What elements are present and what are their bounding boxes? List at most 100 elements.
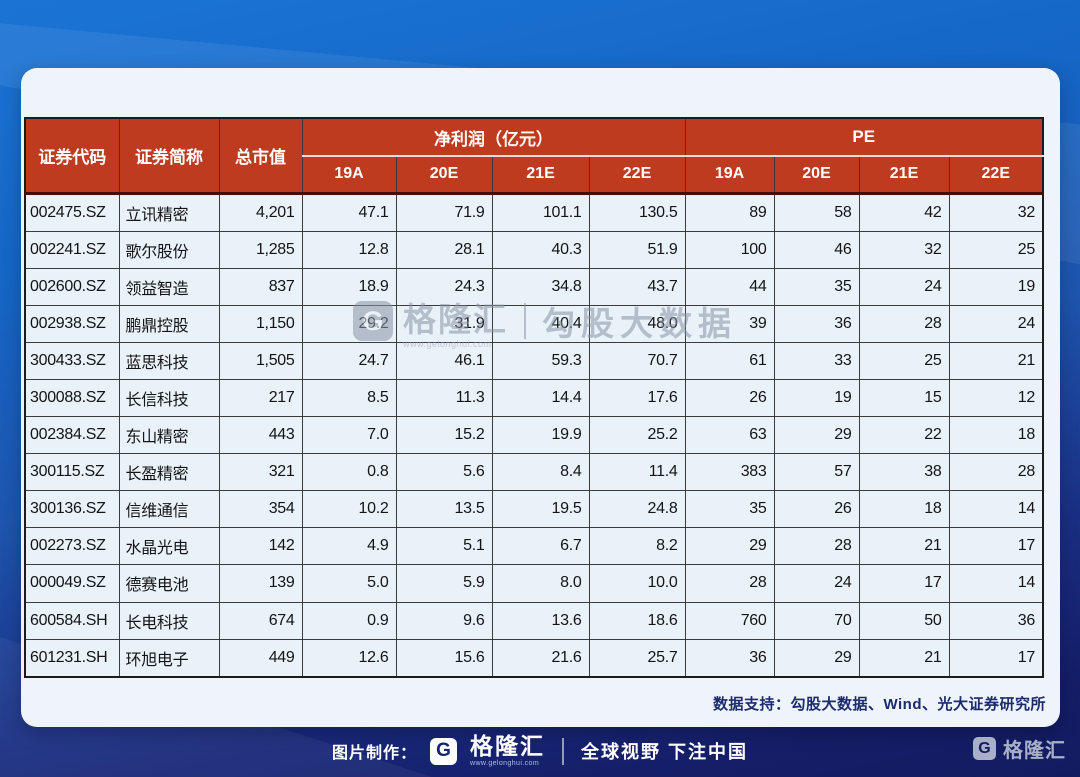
pe-cell: 383 xyxy=(684,453,775,492)
net-profit-cell: 15.6 xyxy=(395,638,493,678)
net-profit-cell: 31.9 xyxy=(395,305,493,344)
header-np-22e: 22E xyxy=(588,155,686,194)
net-profit-cell: 18.9 xyxy=(301,268,397,307)
net-profit-cell: 14.4 xyxy=(491,379,590,418)
market-cap-cell: 142 xyxy=(218,527,303,566)
pe-cell: 25 xyxy=(858,342,950,381)
corner-brand: 格隆汇 xyxy=(1003,740,1066,762)
pe-cell: 58 xyxy=(773,192,860,233)
net-profit-cell: 24.8 xyxy=(588,490,686,529)
market-cap-cell: 139 xyxy=(218,564,303,603)
stock-code-cell: 601231.SH xyxy=(24,638,120,678)
table-row: 002475.SZ 立讯精密 4,201 47.1 71.9 101.1 130.5 89 58… xyxy=(24,192,1044,233)
pe-cell: 15 xyxy=(858,379,950,418)
pe-cell: 17 xyxy=(948,527,1044,566)
net-profit-cell: 19.5 xyxy=(491,490,590,529)
header-np-20e: 20E xyxy=(395,155,493,194)
table-row: 600584.SH 长电科技 674 0.9 9.6 13.6 18.6 760 70 50 36 xyxy=(24,601,1044,640)
net-profit-cell: 11.3 xyxy=(395,379,493,418)
stock-name-cell: 东山精密 xyxy=(118,416,220,455)
pe-cell: 36 xyxy=(773,305,860,344)
net-profit-cell: 25.2 xyxy=(588,416,686,455)
net-profit-cell: 46.1 xyxy=(395,342,493,381)
header-market-cap: 总市值 xyxy=(218,117,303,194)
header-np-19a: 19A xyxy=(301,155,397,194)
net-profit-cell: 71.9 xyxy=(395,192,493,233)
table-row: 300115.SZ 长盈精密 321 0.8 5.6 8.4 11.4 383 57 38 28 xyxy=(24,453,1044,492)
header-pe-22e: 22E xyxy=(948,155,1044,194)
stock-code-cell: 300433.SZ xyxy=(24,342,120,381)
net-profit-cell: 7.0 xyxy=(301,416,397,455)
net-profit-cell: 10.2 xyxy=(301,490,397,529)
pe-cell: 100 xyxy=(684,231,775,270)
pe-cell: 21 xyxy=(858,638,950,678)
net-profit-cell: 12.6 xyxy=(301,638,397,678)
stock-name-cell: 德赛电池 xyxy=(118,564,220,603)
net-profit-cell: 29.2 xyxy=(301,305,397,344)
net-profit-cell: 40.3 xyxy=(491,231,590,270)
market-cap-cell: 4,201 xyxy=(218,192,303,233)
net-profit-cell: 4.9 xyxy=(301,527,397,566)
pe-cell: 46 xyxy=(773,231,860,270)
market-cap-cell: 217 xyxy=(218,379,303,418)
stock-data-table: 证券代码 证券简称 总市值 净利润（亿元） PE 19A 20E 21E 22E… xyxy=(24,117,1044,678)
stock-code-cell: 000049.SZ xyxy=(24,564,120,603)
bottom-bar: 图片制作： G 格隆汇 www.gelonghui.com 全球视野 下注中国 xyxy=(0,733,1080,768)
net-profit-cell: 70.7 xyxy=(588,342,686,381)
table-body: 002475.SZ 立讯精密 4,201 47.1 71.9 101.1 130.5 89 58… xyxy=(24,192,1044,678)
market-cap-cell: 1,150 xyxy=(218,305,303,344)
net-profit-cell: 17.6 xyxy=(588,379,686,418)
table-card: 证券代码 证券简称 总市值 净利润（亿元） PE 19A 20E 21E 22E… xyxy=(21,68,1060,727)
stock-code-cell: 002241.SZ xyxy=(24,231,120,270)
net-profit-cell: 6.7 xyxy=(491,527,590,566)
stock-name-cell: 长信科技 xyxy=(118,379,220,418)
net-profit-cell: 130.5 xyxy=(588,192,686,233)
header-net-profit-group: 净利润（亿元） xyxy=(301,117,686,157)
header-pe-21e: 21E xyxy=(858,155,950,194)
net-profit-cell: 101.1 xyxy=(491,192,590,233)
stock-code-cell: 002475.SZ xyxy=(24,192,120,233)
pe-cell: 14 xyxy=(948,564,1044,603)
net-profit-cell: 34.8 xyxy=(491,268,590,307)
pe-cell: 35 xyxy=(773,268,860,307)
table-row: 002600.SZ 领益智造 837 18.9 24.3 34.8 43.7 44 35 24 19 xyxy=(24,268,1044,307)
net-profit-cell: 5.9 xyxy=(395,564,493,603)
bottom-bar-slogan: 全球视野 下注中国 xyxy=(581,742,749,762)
net-profit-cell: 5.1 xyxy=(395,527,493,566)
pe-cell: 21 xyxy=(948,342,1044,381)
net-profit-cell: 0.8 xyxy=(301,453,397,492)
pe-cell: 12 xyxy=(948,379,1044,418)
pe-cell: 24 xyxy=(858,268,950,307)
pe-cell: 18 xyxy=(948,416,1044,455)
stock-code-cell: 002384.SZ xyxy=(24,416,120,455)
pe-cell: 21 xyxy=(858,527,950,566)
table-row: 002273.SZ 水晶光电 142 4.9 5.1 6.7 8.2 29 28 21 17 xyxy=(24,527,1044,566)
net-profit-cell: 9.6 xyxy=(395,601,493,640)
market-cap-cell: 449 xyxy=(218,638,303,678)
stock-code-cell: 300088.SZ xyxy=(24,379,120,418)
net-profit-cell: 8.4 xyxy=(491,453,590,492)
net-profit-cell: 8.0 xyxy=(491,564,590,603)
data-source-note: 数据支持：勾股大数据、Wind、光大证券研究所 xyxy=(712,696,1046,713)
market-cap-cell: 1,505 xyxy=(218,342,303,381)
pe-cell: 28 xyxy=(773,527,860,566)
table-row: 300136.SZ 信维通信 354 10.2 13.5 19.5 24.8 35 26 18 14 xyxy=(24,490,1044,529)
bottom-bar-brand: 格隆汇 xyxy=(470,733,545,759)
pe-cell: 63 xyxy=(684,416,775,455)
pe-cell: 29 xyxy=(773,638,860,678)
pe-cell: 17 xyxy=(858,564,950,603)
pe-cell: 19 xyxy=(773,379,860,418)
pe-cell: 26 xyxy=(684,379,775,418)
net-profit-cell: 59.3 xyxy=(491,342,590,381)
gelonghui-logo-icon: G xyxy=(973,737,996,760)
pe-cell: 39 xyxy=(684,305,775,344)
stock-name-cell: 蓝思科技 xyxy=(118,342,220,381)
net-profit-cell: 11.4 xyxy=(588,453,686,492)
stock-code-cell: 600584.SH xyxy=(24,601,120,640)
net-profit-cell: 15.2 xyxy=(395,416,493,455)
net-profit-cell: 0.9 xyxy=(301,601,397,640)
table-row: 002938.SZ 鹏鼎控股 1,150 29.2 31.9 40.4 48.0 39 36 28… xyxy=(24,305,1044,344)
net-profit-cell: 13.6 xyxy=(491,601,590,640)
table-row: 300433.SZ 蓝思科技 1,505 24.7 46.1 59.3 70.7 61 33 25… xyxy=(24,342,1044,381)
bottom-bar-divider xyxy=(562,737,564,765)
